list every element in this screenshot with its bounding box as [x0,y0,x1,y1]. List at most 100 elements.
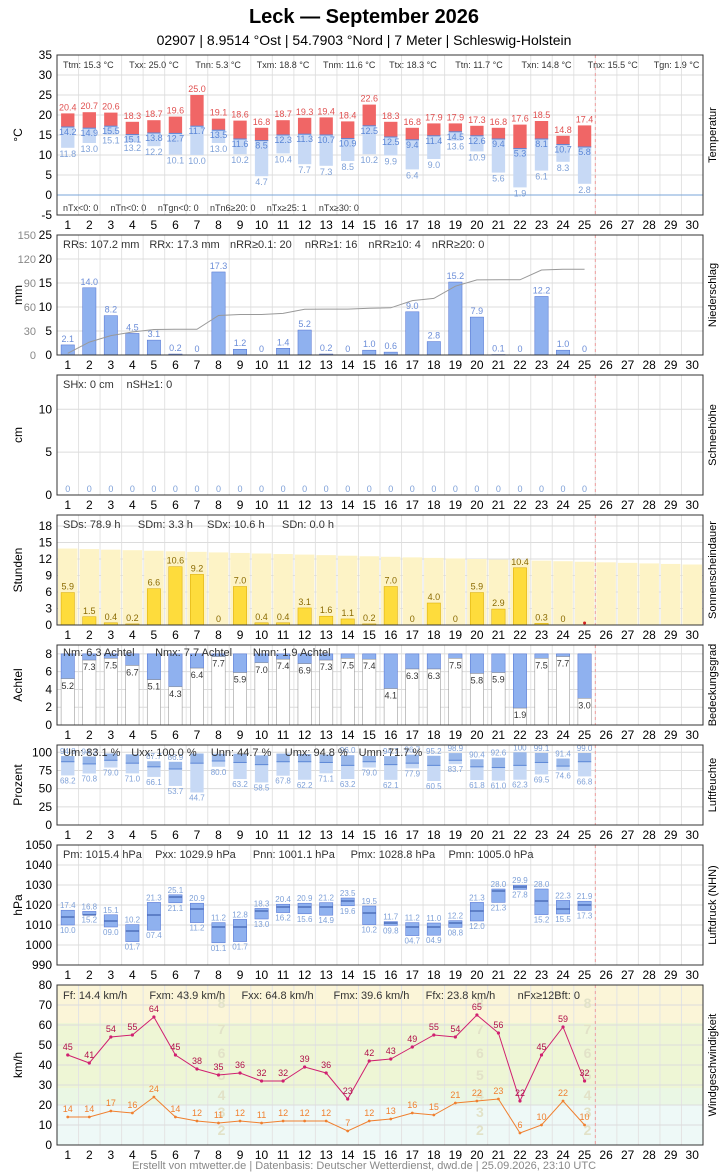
mean-wind-label: 16 [127,1100,137,1110]
gust-label: 41 [84,1050,94,1060]
pressure-min-label: 13.0 [254,920,270,929]
tmin-label: 10.9 [468,152,486,162]
pressure-bar [362,905,377,925]
humidity-lower-bar [168,769,183,786]
sun-bar [190,574,204,626]
x-tick-label: 16 [384,1148,398,1162]
tmax-bar [168,116,183,134]
pressure-max-label: 28.0 [491,880,507,889]
x-tick-label: 30 [686,628,700,642]
tmean-label: 10.7 [317,135,335,145]
mean-wind-label: 10 [580,1112,590,1122]
humidity-max-label: 96.7 [405,746,421,755]
rain-label: 0 [517,344,522,354]
x-tick-label: 23 [535,218,549,232]
tmean-label: 14.2 [59,127,77,137]
humidity-lower-bar [427,765,441,781]
tmin-label: 8.3 [557,163,570,173]
sun-possible-bar [531,560,552,625]
cloud-label: 7.3 [83,662,96,672]
panel-side-label: Sonnenscheindauer [707,521,719,619]
sun-bar [340,618,355,626]
rain-label: 1.0 [363,339,376,349]
panel-stat: SDs: 78.9 h [63,519,120,531]
x-tick-label: 17 [406,728,420,742]
tmax-bar [104,112,118,127]
x-tick-label: 19 [449,828,463,842]
x-tick-label: 27 [621,498,635,512]
sun-possible-bar [251,553,272,625]
y-tick-label: 70 [39,998,53,1012]
tmean-label: 8.5 [255,141,268,151]
snow-label: 0 [324,484,329,494]
panel-stat: Unn: 44.7 % [211,747,272,759]
x-tick-label: 11 [277,628,290,642]
snow-label: 0 [130,484,135,494]
pressure-max-label: 18.3 [254,899,270,908]
pressure-bar [556,900,570,915]
y-tick-label: 60 [39,1018,53,1032]
sun-possible-bar [273,554,293,625]
cloud-label: 5.8 [471,675,484,685]
x-tick-label: 23 [535,1148,549,1162]
humidity-upper-bar [577,753,592,762]
pressure-max-label: 10.2 [125,916,141,925]
beaufort-label: 8 [218,995,226,1011]
panel-stat: RRs: 107.2 mm [63,239,139,251]
x-tick-label: 19 [449,728,463,742]
gust-label: 23 [343,1086,353,1096]
sun-bar [82,616,97,626]
x-tick-label: 13 [319,628,333,642]
x-tick-label: 1 [64,968,71,982]
cloud-label: 7.5 [105,660,118,670]
y-tick-label: 5 [45,445,52,459]
sun-bar [146,588,161,626]
mean-wind-label: 23 [493,1086,503,1096]
humidity-upper-bar [470,759,484,767]
y-axis-label: °C [11,128,25,142]
tmax-bar [534,121,549,139]
x-tick-label: 21 [492,628,506,642]
panel-stat: nSH≥1: 0 [126,379,172,391]
humidity-min-label: 66.8 [577,777,593,786]
sun-label: 10.4 [511,557,529,567]
cloud-label: 6.3 [406,671,419,681]
tmax-label: 20.6 [102,102,120,112]
sun-label: 4.0 [428,592,441,602]
sun-bar [383,586,398,626]
gust-label: 55 [127,1022,137,1032]
rain-label: 0.2 [320,343,333,353]
x-tick-label: 16 [384,828,398,842]
mean-wind-point [152,1095,156,1099]
tmax-bar [556,135,570,145]
tmax-label: 19.6 [167,106,185,116]
x-tick-label: 17 [406,358,420,372]
humidity-min-label: 66.1 [146,778,162,787]
pressure-min-label: 04.7 [405,937,421,946]
panel-stat: Tnn: 5.3 °C [195,60,241,70]
pressure-max-label: 21.9 [577,892,593,901]
panel-side-label: Luftdruck (NHN) [707,865,719,944]
rain-label: 1.2 [234,338,247,348]
mean-wind-point [238,1119,242,1123]
gust-point [346,1097,350,1101]
snow-label: 0 [259,484,264,494]
beaufort-label: 5 [476,1067,484,1083]
tmin-label: 10.0 [188,156,206,166]
pressure-bar [426,922,441,936]
tmax-label: 16.8 [490,117,508,127]
x-tick-label: 25 [578,968,592,982]
cloud-bar [405,653,420,670]
tmin-bar [384,137,398,156]
tmin-bar [319,135,333,166]
y-tick-label: 18 [39,519,53,533]
mean-wind-point [432,1113,436,1117]
x-tick-label: 2 [86,498,93,512]
x-tick-label: 26 [599,218,613,232]
cloud-bar [577,653,592,699]
tmin-label: 10.1 [167,156,185,166]
humidity-min-label: 67.8 [275,777,291,786]
panel-stat: nTx≥25: 1 [267,203,307,213]
y-tick-label: 15 [39,536,53,550]
